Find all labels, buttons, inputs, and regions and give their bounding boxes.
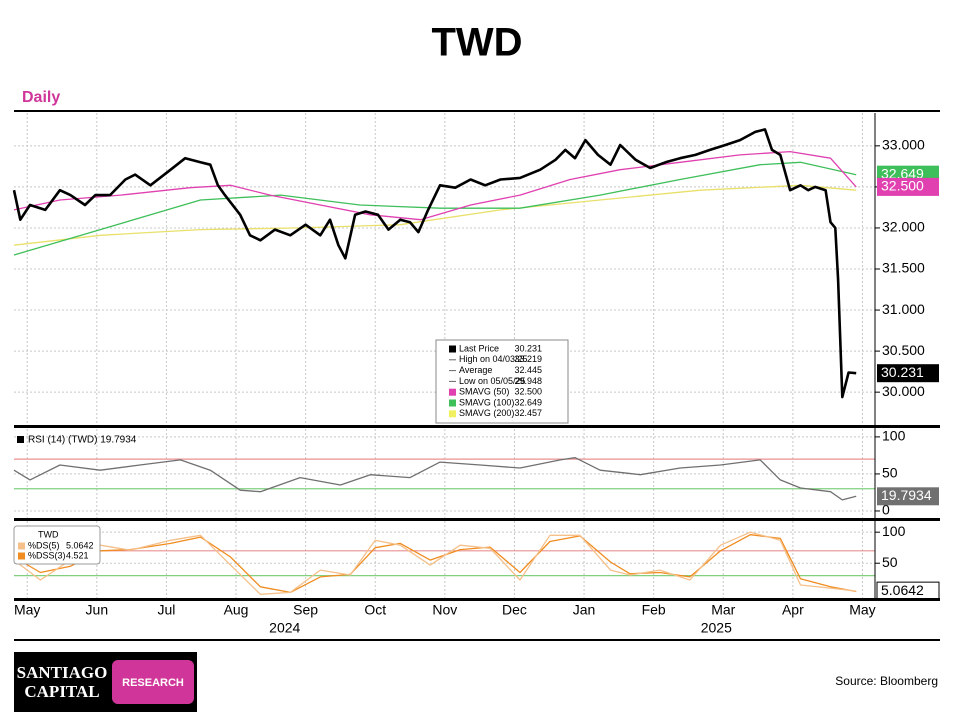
logo-text: SANTIAGO [17, 663, 108, 682]
series-line [13, 531, 857, 595]
legend-label: Average [459, 365, 492, 375]
legend-swatch [449, 388, 456, 396]
last-value-label: 32.500 [881, 178, 924, 194]
last-value-label: 30.231 [881, 364, 924, 380]
legend-value: 29.948 [514, 376, 542, 386]
y-tick-label: 31.000 [882, 301, 925, 317]
legend-label: SMAVG (50) [459, 387, 509, 397]
legend-value: 4.521 [66, 550, 89, 560]
y-tick-label: 50 [882, 554, 898, 570]
y-tick-label: 33.000 [882, 137, 925, 153]
legend-label: %DS(5) [28, 540, 60, 550]
x-tick-label: Mar [711, 602, 735, 618]
logo-tag: RESEARCH [122, 677, 184, 689]
y-tick-label: 32.000 [882, 219, 925, 235]
legend-label: SMAVG (200) [459, 408, 514, 418]
y-tick-label: 30.000 [882, 383, 925, 399]
series-line [12, 128, 857, 399]
chart-title: TWD [431, 21, 522, 65]
x-tick-label: Jan [573, 602, 596, 618]
last-value-label: 19.7934 [881, 487, 932, 503]
x-tick-label: Jun [86, 602, 109, 618]
x-tick-label: Sep [293, 602, 318, 618]
legend-swatch [449, 410, 456, 418]
series-line [13, 161, 857, 256]
series-line [13, 184, 857, 246]
logo-tag-bg [112, 660, 194, 704]
legend-value: 32.445 [514, 365, 542, 375]
x-tick-label: Apr [782, 602, 804, 618]
legend-label: SMAVG (100) [459, 397, 514, 407]
x-tick-label: May [14, 602, 40, 618]
legend-title: TWD [38, 529, 59, 539]
series-line [13, 150, 857, 221]
x-tick-label: Feb [642, 602, 666, 618]
legend-swatch [17, 436, 24, 443]
y-tick-label: 30.500 [882, 342, 925, 358]
last-value-tag [877, 487, 939, 506]
y-tick-label: 0 [882, 502, 890, 518]
x-tick-label: Nov [432, 602, 457, 618]
x-tick-label: Aug [224, 602, 249, 618]
source: Source: Bloomberg [835, 674, 938, 688]
last-value-label: 5.0642 [881, 582, 924, 598]
y-tick-label: 50 [882, 465, 898, 481]
legend-label: High on 04/03/25 [459, 354, 528, 364]
legend-swatch [18, 552, 25, 560]
logo: SANTIAGO CAPITAL RESEARCH [14, 652, 197, 712]
legend-label: Last Price [459, 343, 499, 353]
x-tick-label: Dec [502, 602, 527, 618]
legend-box [435, 339, 569, 424]
legend-value: 33.219 [514, 354, 542, 364]
x-tick-label: May [849, 602, 875, 618]
legend-label: Low on 05/05/25 [459, 376, 526, 386]
y-tick-label: 100 [882, 523, 906, 539]
legend-box [13, 525, 101, 565]
legend-swatch [18, 542, 25, 550]
year-label: 2025 [701, 620, 732, 636]
legend-swatch [449, 399, 456, 407]
x-tick-label: Oct [364, 602, 386, 618]
legend-value: 5.0642 [66, 540, 94, 550]
x-tick-label: Jul [157, 602, 175, 618]
last-value-tag [877, 364, 939, 383]
last-value-label: 32.649 [881, 165, 924, 181]
logo-text: CAPITAL [24, 682, 99, 701]
legend-label: %DSS(3) [28, 550, 66, 560]
legend-value: 32.457 [514, 408, 542, 418]
legend-value: 30.231 [514, 343, 542, 353]
legend-label: RSI (14) (TWD) 19.7934 [28, 435, 137, 446]
legend-swatch [449, 345, 456, 353]
last-value-tag [877, 177, 939, 196]
chart-subtitle: Daily [22, 89, 60, 106]
series-line [13, 456, 857, 501]
y-tick-label: 31.500 [882, 260, 925, 276]
y-tick-label: 100 [882, 428, 906, 444]
year-label: 2024 [269, 620, 300, 636]
legend-value: 32.500 [514, 387, 542, 397]
legend-value: 32.649 [514, 397, 542, 407]
